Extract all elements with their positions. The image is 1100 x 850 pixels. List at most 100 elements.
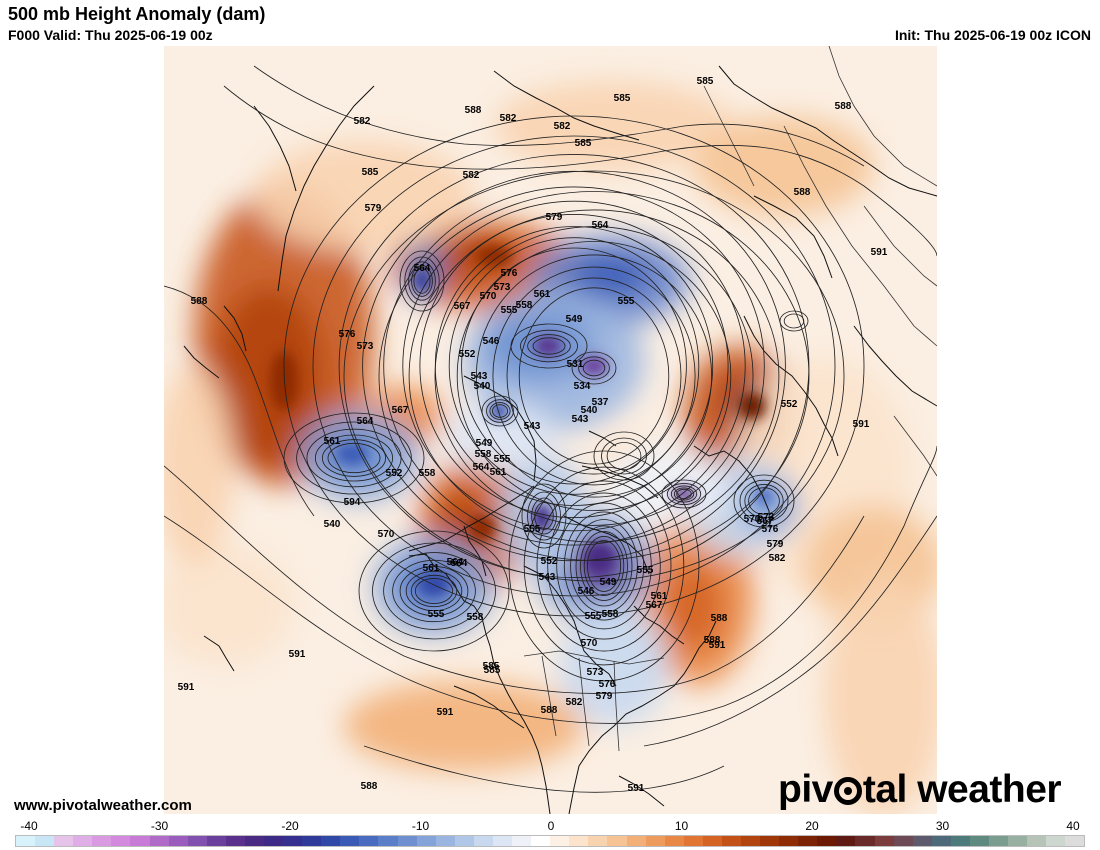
contour-label: 561 xyxy=(534,289,551,300)
contour-line xyxy=(527,334,571,358)
contour-line xyxy=(518,287,670,465)
contour-line xyxy=(556,502,652,630)
colorbar-cell xyxy=(569,836,589,846)
contour-label: 588 xyxy=(191,296,208,307)
contour-label: 552 xyxy=(541,556,558,567)
contour-label: 573 xyxy=(587,667,604,678)
contour-label: 534 xyxy=(574,381,591,392)
anomaly-core xyxy=(476,246,512,266)
contour-line xyxy=(456,241,732,511)
colorbar-tick: 40 xyxy=(1066,819,1080,833)
colorbar-cell xyxy=(855,836,875,846)
contour-label: 591 xyxy=(289,649,306,660)
contour-line xyxy=(534,502,554,530)
contour-line xyxy=(744,483,784,519)
colorbar-cell xyxy=(283,836,303,846)
contour-label: 576 xyxy=(599,679,616,690)
contour-label: 549 xyxy=(476,438,493,449)
contour-line xyxy=(521,483,567,549)
contour-label: 567 xyxy=(646,600,663,611)
contour-label: 582 xyxy=(354,116,371,127)
contour-line xyxy=(327,442,381,474)
colorbar-cell xyxy=(969,836,989,846)
contour-line xyxy=(575,525,633,607)
logo-text-start: piv xyxy=(778,768,833,811)
contour-line xyxy=(583,535,625,597)
contour-label: 561 xyxy=(423,563,440,574)
colorbar-cell xyxy=(740,836,761,846)
colorbar-cell xyxy=(836,836,856,846)
contour-label: 591 xyxy=(853,419,870,430)
anomaly-region xyxy=(444,401,554,471)
colorbar-cell xyxy=(1046,836,1066,846)
contour-label: 549 xyxy=(600,577,617,588)
contour-line xyxy=(358,530,510,652)
pivotal-weather-logo: piv tal weather xyxy=(778,768,1062,812)
contour-line xyxy=(481,395,519,427)
logo-text-end: tal weather xyxy=(862,768,1062,811)
contour-label: 567 xyxy=(454,301,471,312)
contour-line xyxy=(491,404,509,418)
anomaly-region xyxy=(664,561,724,651)
contour-label: 555 xyxy=(428,609,445,620)
contour-label: 573 xyxy=(758,512,775,523)
colorbar-cell xyxy=(187,836,207,846)
contour-label: 564 xyxy=(414,263,431,274)
colorbar-tick: 10 xyxy=(674,819,689,833)
contour-line xyxy=(661,479,707,509)
contour-label: 585 xyxy=(484,665,501,676)
colorbar-cell xyxy=(359,836,379,846)
anomaly-core xyxy=(414,269,430,293)
anomaly-region xyxy=(344,681,584,771)
contour-label: 531 xyxy=(567,359,584,370)
contour-label: 558 xyxy=(516,300,533,311)
contour-label: 585 xyxy=(614,93,631,104)
contour-label: 588 xyxy=(835,101,852,112)
contour-label: 549 xyxy=(566,314,583,325)
anomaly-region xyxy=(429,231,519,281)
contour-label: 564 xyxy=(592,220,609,231)
contour-label: 585 xyxy=(697,76,714,87)
contour-label: 576 xyxy=(339,329,356,340)
contour-line xyxy=(434,226,754,526)
contour-line xyxy=(164,285,315,517)
contour-line xyxy=(164,465,865,694)
contour-line xyxy=(563,511,645,621)
contour-line xyxy=(411,265,433,297)
contour-line xyxy=(283,412,425,504)
contour-line xyxy=(405,570,463,612)
colorbar-cell xyxy=(512,836,532,846)
contour-label: 561 xyxy=(324,436,341,447)
contour-line xyxy=(531,497,557,535)
contour-label: 543 xyxy=(471,371,488,382)
contour-label: 543 xyxy=(524,421,541,432)
colorbar-cell xyxy=(73,836,93,846)
contour-line xyxy=(733,474,795,528)
contour-label: 591 xyxy=(437,707,454,718)
contour-label: 585 xyxy=(483,661,500,672)
colorbar-cell xyxy=(492,836,513,846)
contour-line xyxy=(547,492,661,640)
height-anomaly-map: 585 588 585 582 582 582 588 585 588 585 582 579 564 5… xyxy=(164,46,937,814)
contour-line xyxy=(321,439,387,477)
contour-label: 564 xyxy=(473,462,490,473)
contour-line xyxy=(593,431,655,481)
contour-label: 579 xyxy=(596,691,613,702)
contour-label: 582 xyxy=(500,113,517,124)
colorbar-cell xyxy=(931,836,951,846)
colorbar-cell xyxy=(149,836,169,846)
colorbar-cell xyxy=(588,836,608,846)
anomaly-core xyxy=(468,514,496,542)
contour-line xyxy=(673,487,695,501)
colorbar-cell xyxy=(435,836,455,846)
contour-label: 582 xyxy=(566,697,583,708)
colorbar-tick: 30 xyxy=(935,819,950,833)
colorbar-cell xyxy=(225,836,245,846)
colorbar-cell xyxy=(473,836,493,846)
contour-line xyxy=(408,261,436,301)
colorbar-cell xyxy=(531,836,551,846)
anomaly-region xyxy=(569,254,649,298)
contour-line xyxy=(164,445,937,724)
colorbar-cell xyxy=(321,836,341,846)
contour-label: 546 xyxy=(483,336,500,347)
